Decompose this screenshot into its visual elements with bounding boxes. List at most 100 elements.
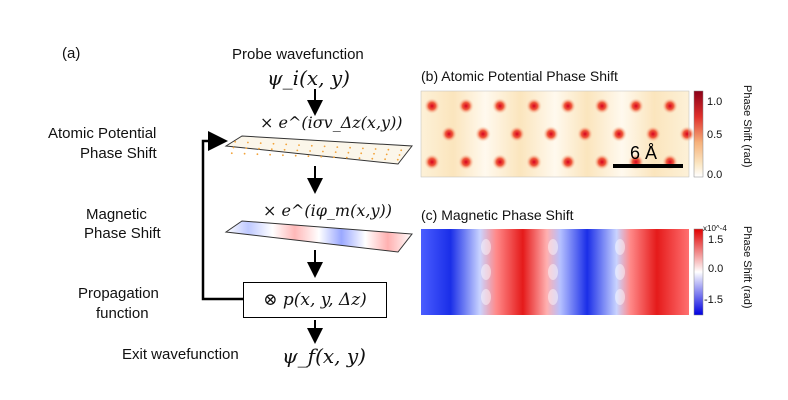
slab-dot [234,140,237,143]
atomic-phase-shift-label: Phase Shift [80,145,157,162]
slab-dot [322,150,324,153]
atomic-potential-label: Atomic Potential [48,125,157,142]
slab-dot [245,147,248,150]
slab-dot [336,146,339,149]
atom-spot [628,98,644,114]
slab-dot [256,153,259,156]
slab-dot [298,144,300,147]
atom-spot [594,98,610,114]
magnetic-phase-map [421,229,689,315]
atom-spot [526,98,542,114]
atom-spot [441,126,457,142]
atom-spot [645,126,661,142]
atomic-phase-map [420,90,695,178]
magnetic-spot [481,264,491,280]
propagation-label: Propagation [78,285,159,302]
slab-dot [398,154,401,156]
atom-spot [492,154,508,170]
atom-spot [526,154,542,170]
cb-c-tick-top: 1.5 [708,234,724,246]
magnetic-spot [615,239,625,255]
propagation-box: ⊗ p(x, y, Δz) [243,282,387,318]
slab-dot [384,158,386,161]
atom-spot [662,98,678,114]
slab-dot [272,142,275,145]
magnetic-spot [481,239,491,255]
slab-dot [396,158,399,161]
slab-dot [283,148,286,151]
psi-i-formula: ψ_i(x, y) [267,66,350,90]
magnetic-spot [615,289,625,305]
atom-spot [509,126,525,142]
panel-a-label: (a) [62,45,81,62]
atom-spot [475,126,491,142]
colorbar-b [693,90,704,178]
slab-dot [362,147,364,150]
magnetic-slab-icon [224,220,413,253]
feedback-loop-arrow [201,131,243,301]
slab-dot [347,151,350,154]
slab-dot [310,144,313,147]
propagation-operator: ⊗ p(x, y, Δz) [263,290,367,310]
magnetic-operator: × e^(iφ_m(x,y)) [263,201,392,220]
slab-dot [358,157,361,160]
atomic-operator: × e^(iσv_Δz(x,y)) [260,113,403,132]
magnetic-spot [548,239,558,255]
slab-dot [333,156,335,159]
cb-b-tick-top: 1.0 [707,96,723,108]
cb-c-tick-mid: 0.0 [708,263,724,275]
slab-dot [307,155,310,158]
probe-wavefunction-label: Probe wavefunction [232,46,364,63]
exit-wavefunction-label: Exit wavefunction [122,346,239,363]
magnetic-spot [615,264,625,280]
cb-b-tick-mid: 0.5 [707,129,723,141]
slab-dot [360,152,363,155]
magnetic-spot [548,289,558,305]
slab-dot [294,154,297,157]
slab-dot [349,146,351,149]
atom-spot [543,126,559,142]
atom-spot [424,154,440,170]
slab-dot [230,152,233,155]
slab-dot [285,143,288,146]
magnetic-spot [548,264,558,280]
atom-spot [611,126,627,142]
atom-spot [560,98,576,114]
slab-dot [320,155,323,158]
slab-dot [400,149,403,152]
cb-c-multiplier: x10^-4 [703,224,727,233]
atom-spot [424,98,440,114]
atom-spot [560,154,576,170]
slab-dot [309,150,311,152]
slab-dot [269,153,271,156]
panel-b-title: (b) Atomic Potential Phase Shift [421,68,618,84]
atom-spot [679,126,695,142]
slab-dot [373,152,375,155]
cb-c-tick-bottom: -1.5 [704,294,723,306]
slab-dot [258,147,260,150]
slab-dot [334,151,337,154]
atom-spot [492,98,508,114]
slab-dot [371,157,374,160]
slab-dot [282,154,284,157]
slab-dot [243,152,246,155]
magnetic-phase-shift-label: Phase Shift [84,225,161,242]
slab-dot [345,156,348,159]
slab-dot [387,148,390,151]
panel-c-title: (c) Magnetic Phase Shift [421,207,574,223]
slab-dot [385,153,388,156]
atomic-slab-icon [224,135,413,165]
slab-dot [374,148,377,150]
slab-dot [323,145,326,148]
atom-spot [458,154,474,170]
atom-spot [458,98,474,114]
colorbar-c [693,228,704,316]
psi-f-text: ψ_f(x, y) [282,344,366,368]
slab-dot [296,149,299,152]
atom-spot [577,126,593,142]
slab-dot [247,141,249,144]
slab-dot [270,148,273,151]
psi-f-formula: ψ_f(x, y) [282,344,366,368]
magnetic-spot [481,289,491,305]
